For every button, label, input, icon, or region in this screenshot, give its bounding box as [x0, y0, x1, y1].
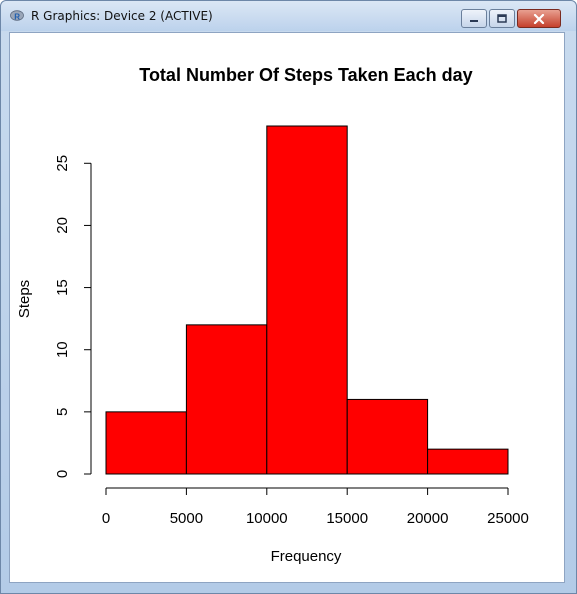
x-tick-label: 0: [102, 510, 110, 527]
x-tick-label: 15000: [326, 510, 368, 527]
y-tick-label: 25: [54, 155, 71, 172]
x-tick-label: 25000: [487, 510, 529, 527]
maximize-icon: [497, 14, 507, 23]
histogram-bar-0: [105, 411, 187, 475]
r-logo-icon: R: [10, 10, 24, 22]
window-title: R Graphics: Device 2 (ACTIVE): [31, 9, 213, 23]
y-tick-label: 20: [54, 217, 71, 234]
y-tick-label: 5: [54, 408, 71, 416]
y-tick-label: 0: [54, 470, 71, 478]
y-axis-label: Steps: [16, 280, 33, 318]
plot-area: Total Number Of Steps Taken Each day Fre…: [9, 32, 565, 583]
svg-text:R: R: [14, 13, 20, 22]
x-tick-label: 20000: [407, 510, 449, 527]
histogram-bar-1: [185, 324, 268, 475]
close-icon: [533, 13, 545, 24]
minimize-icon: [470, 19, 478, 22]
y-tick-label: 15: [54, 279, 71, 296]
histogram-bar-3: [346, 398, 429, 475]
x-tick-label: 10000: [246, 510, 288, 527]
histogram-bar-2: [266, 125, 348, 475]
x-axis-label: Frequency: [271, 548, 342, 565]
chart-title: Total Number Of Steps Taken Each day: [139, 65, 472, 85]
histogram-bar-4: [427, 448, 509, 475]
x-tick-label: 5000: [170, 510, 203, 527]
y-tick-label: 10: [54, 341, 71, 358]
histogram-chart: Total Number Of Steps Taken Each day Fre…: [16, 65, 529, 565]
maximize-button[interactable]: [489, 9, 515, 28]
close-button[interactable]: [517, 9, 561, 28]
minimize-button[interactable]: [461, 9, 487, 28]
window-titlebar[interactable]: R R Graphics: Device 2 (ACTIVE): [1, 1, 576, 31]
